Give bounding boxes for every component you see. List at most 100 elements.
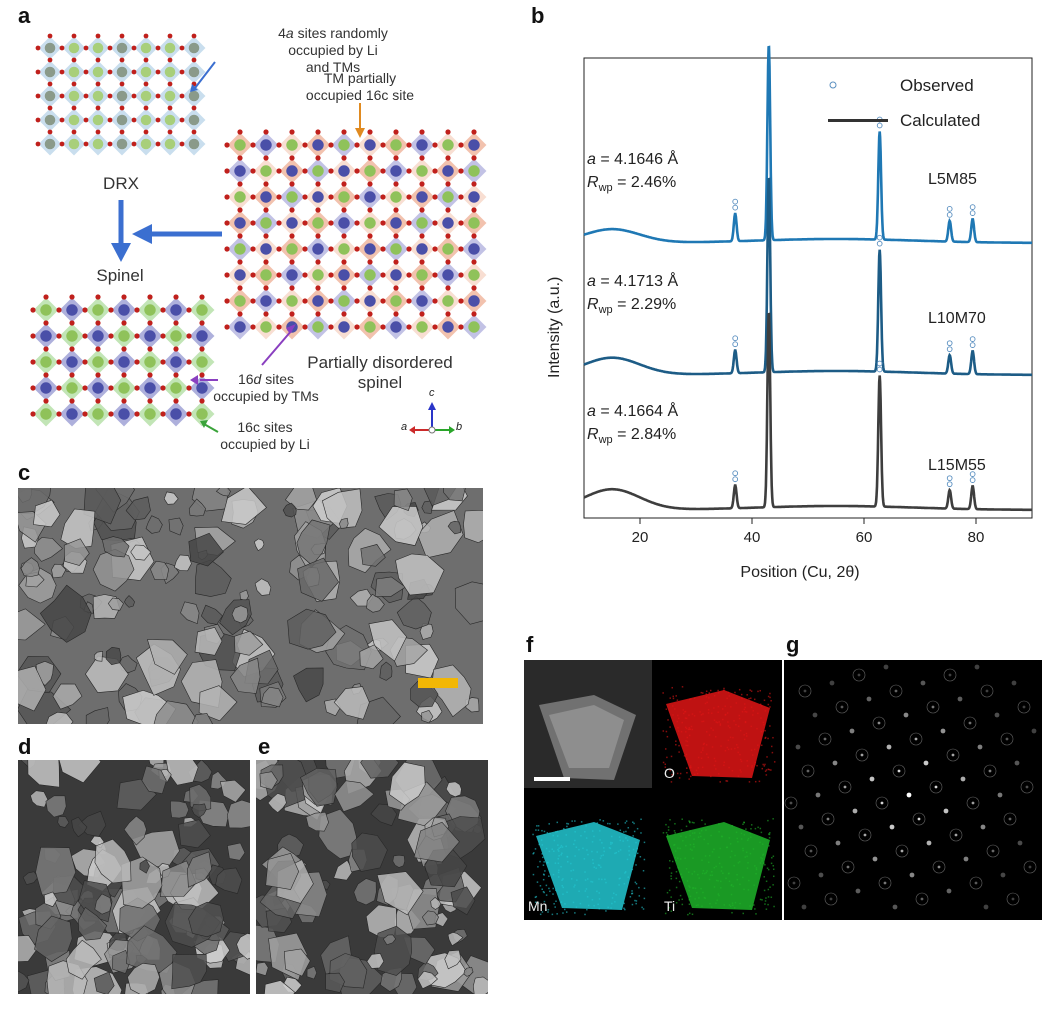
signal-pixel [536, 881, 539, 883]
signal-pixel [742, 847, 744, 850]
signal-pixel [691, 873, 694, 875]
x-axis-label: Position (Cu, 2θ) [740, 564, 860, 581]
cation-atom [390, 295, 402, 307]
particle [305, 811, 329, 832]
signal-pixel [718, 894, 720, 897]
signal-pixel [769, 706, 771, 708]
signal-pixel [704, 855, 707, 857]
signal-pixel [662, 761, 665, 764]
particle [51, 563, 67, 579]
signal-pixel [533, 852, 535, 854]
signal-pixel [565, 834, 568, 836]
oxygen-atom [367, 155, 373, 161]
oxygen-atom [199, 398, 205, 404]
signal-pixel [764, 710, 767, 712]
signal-pixel [744, 710, 746, 713]
panel-label-e: e [258, 734, 271, 759]
diffraction-spot [954, 833, 958, 837]
label-drx: DRX [103, 174, 139, 193]
signal-pixel [590, 880, 592, 883]
signal-pixel [591, 881, 594, 883]
cation-atom [338, 139, 350, 151]
signal-pixel [714, 735, 717, 738]
signal-pixel [561, 885, 563, 887]
particle [60, 508, 96, 549]
signal-pixel [558, 855, 560, 857]
signal-pixel [717, 689, 719, 692]
signal-pixel [711, 870, 713, 873]
diffraction-ring [838, 780, 852, 794]
particle [150, 560, 170, 580]
diffraction-ring [1023, 860, 1037, 874]
signal-pixel [711, 851, 714, 853]
oxygen-atom [445, 155, 451, 161]
signal-pixel [670, 755, 673, 758]
signal-pixel [688, 820, 690, 822]
signal-pixel [623, 882, 626, 885]
particle [443, 488, 466, 502]
oxygen-atom [315, 129, 321, 135]
oxygen-atom [47, 81, 53, 87]
diffraction-spot [951, 753, 955, 757]
cation-atom [140, 42, 152, 54]
signal-pixel [748, 697, 750, 700]
diffraction-spot [823, 737, 827, 741]
diffraction-ring [986, 844, 1000, 858]
signal-pixel [547, 908, 550, 911]
oxygen-atom [71, 105, 77, 111]
signal-pixel [669, 819, 671, 821]
signal-pixel [767, 888, 770, 891]
observed-point [969, 204, 976, 210]
particle [334, 780, 375, 812]
oxygen-atom [179, 93, 185, 99]
cation-atom [140, 114, 152, 126]
cation-atom [468, 217, 480, 229]
signal-pixel [584, 890, 587, 892]
cation-atom [442, 269, 454, 281]
particle [359, 644, 384, 670]
oxygen-atom [380, 142, 386, 148]
cation-atom [338, 165, 350, 177]
signal-pixel [731, 902, 734, 904]
signal-pixel [681, 686, 684, 688]
oxygen-atom [380, 272, 386, 278]
signal-pixel [721, 835, 723, 838]
diffraction-ring [969, 876, 983, 890]
oxygen-atom [56, 359, 62, 365]
diffraction-ring [787, 876, 801, 890]
diffraction-spot [860, 753, 864, 757]
signal-pixel [666, 834, 669, 836]
oxygen-atom [315, 311, 321, 317]
diffraction-spot [1011, 680, 1017, 686]
oxygen-atom [380, 324, 386, 330]
signal-pixel [714, 760, 717, 762]
signal-pixel [764, 770, 767, 772]
diffraction-spot [883, 664, 889, 670]
signal-pixel [575, 846, 578, 849]
signal-pixel [532, 873, 535, 876]
signal-pixel [542, 864, 545, 866]
oxygen-atom [95, 320, 101, 326]
signal-pixel [681, 898, 683, 901]
diffraction-spot [997, 792, 1003, 798]
diffraction-ring [784, 796, 798, 810]
oxygen-atom [419, 181, 425, 187]
signal-pixel [763, 876, 765, 878]
particle [18, 970, 30, 993]
signal-pixel [534, 896, 537, 899]
series-2-name: L15M55 [928, 457, 986, 474]
signal-pixel [726, 712, 729, 714]
cation-atom [442, 217, 454, 229]
signal-pixel [547, 911, 549, 913]
cation-atom [170, 408, 182, 420]
diffraction-ring [892, 764, 906, 778]
signal-pixel [770, 745, 773, 748]
particle [141, 765, 167, 795]
diffraction-spot [857, 673, 861, 677]
signal-pixel [722, 718, 724, 721]
signal-pixel [665, 730, 668, 733]
signal-pixel [755, 868, 758, 871]
signal-pixel [737, 841, 739, 843]
oxygen-atom [35, 69, 41, 75]
diffraction-ring [835, 700, 849, 714]
